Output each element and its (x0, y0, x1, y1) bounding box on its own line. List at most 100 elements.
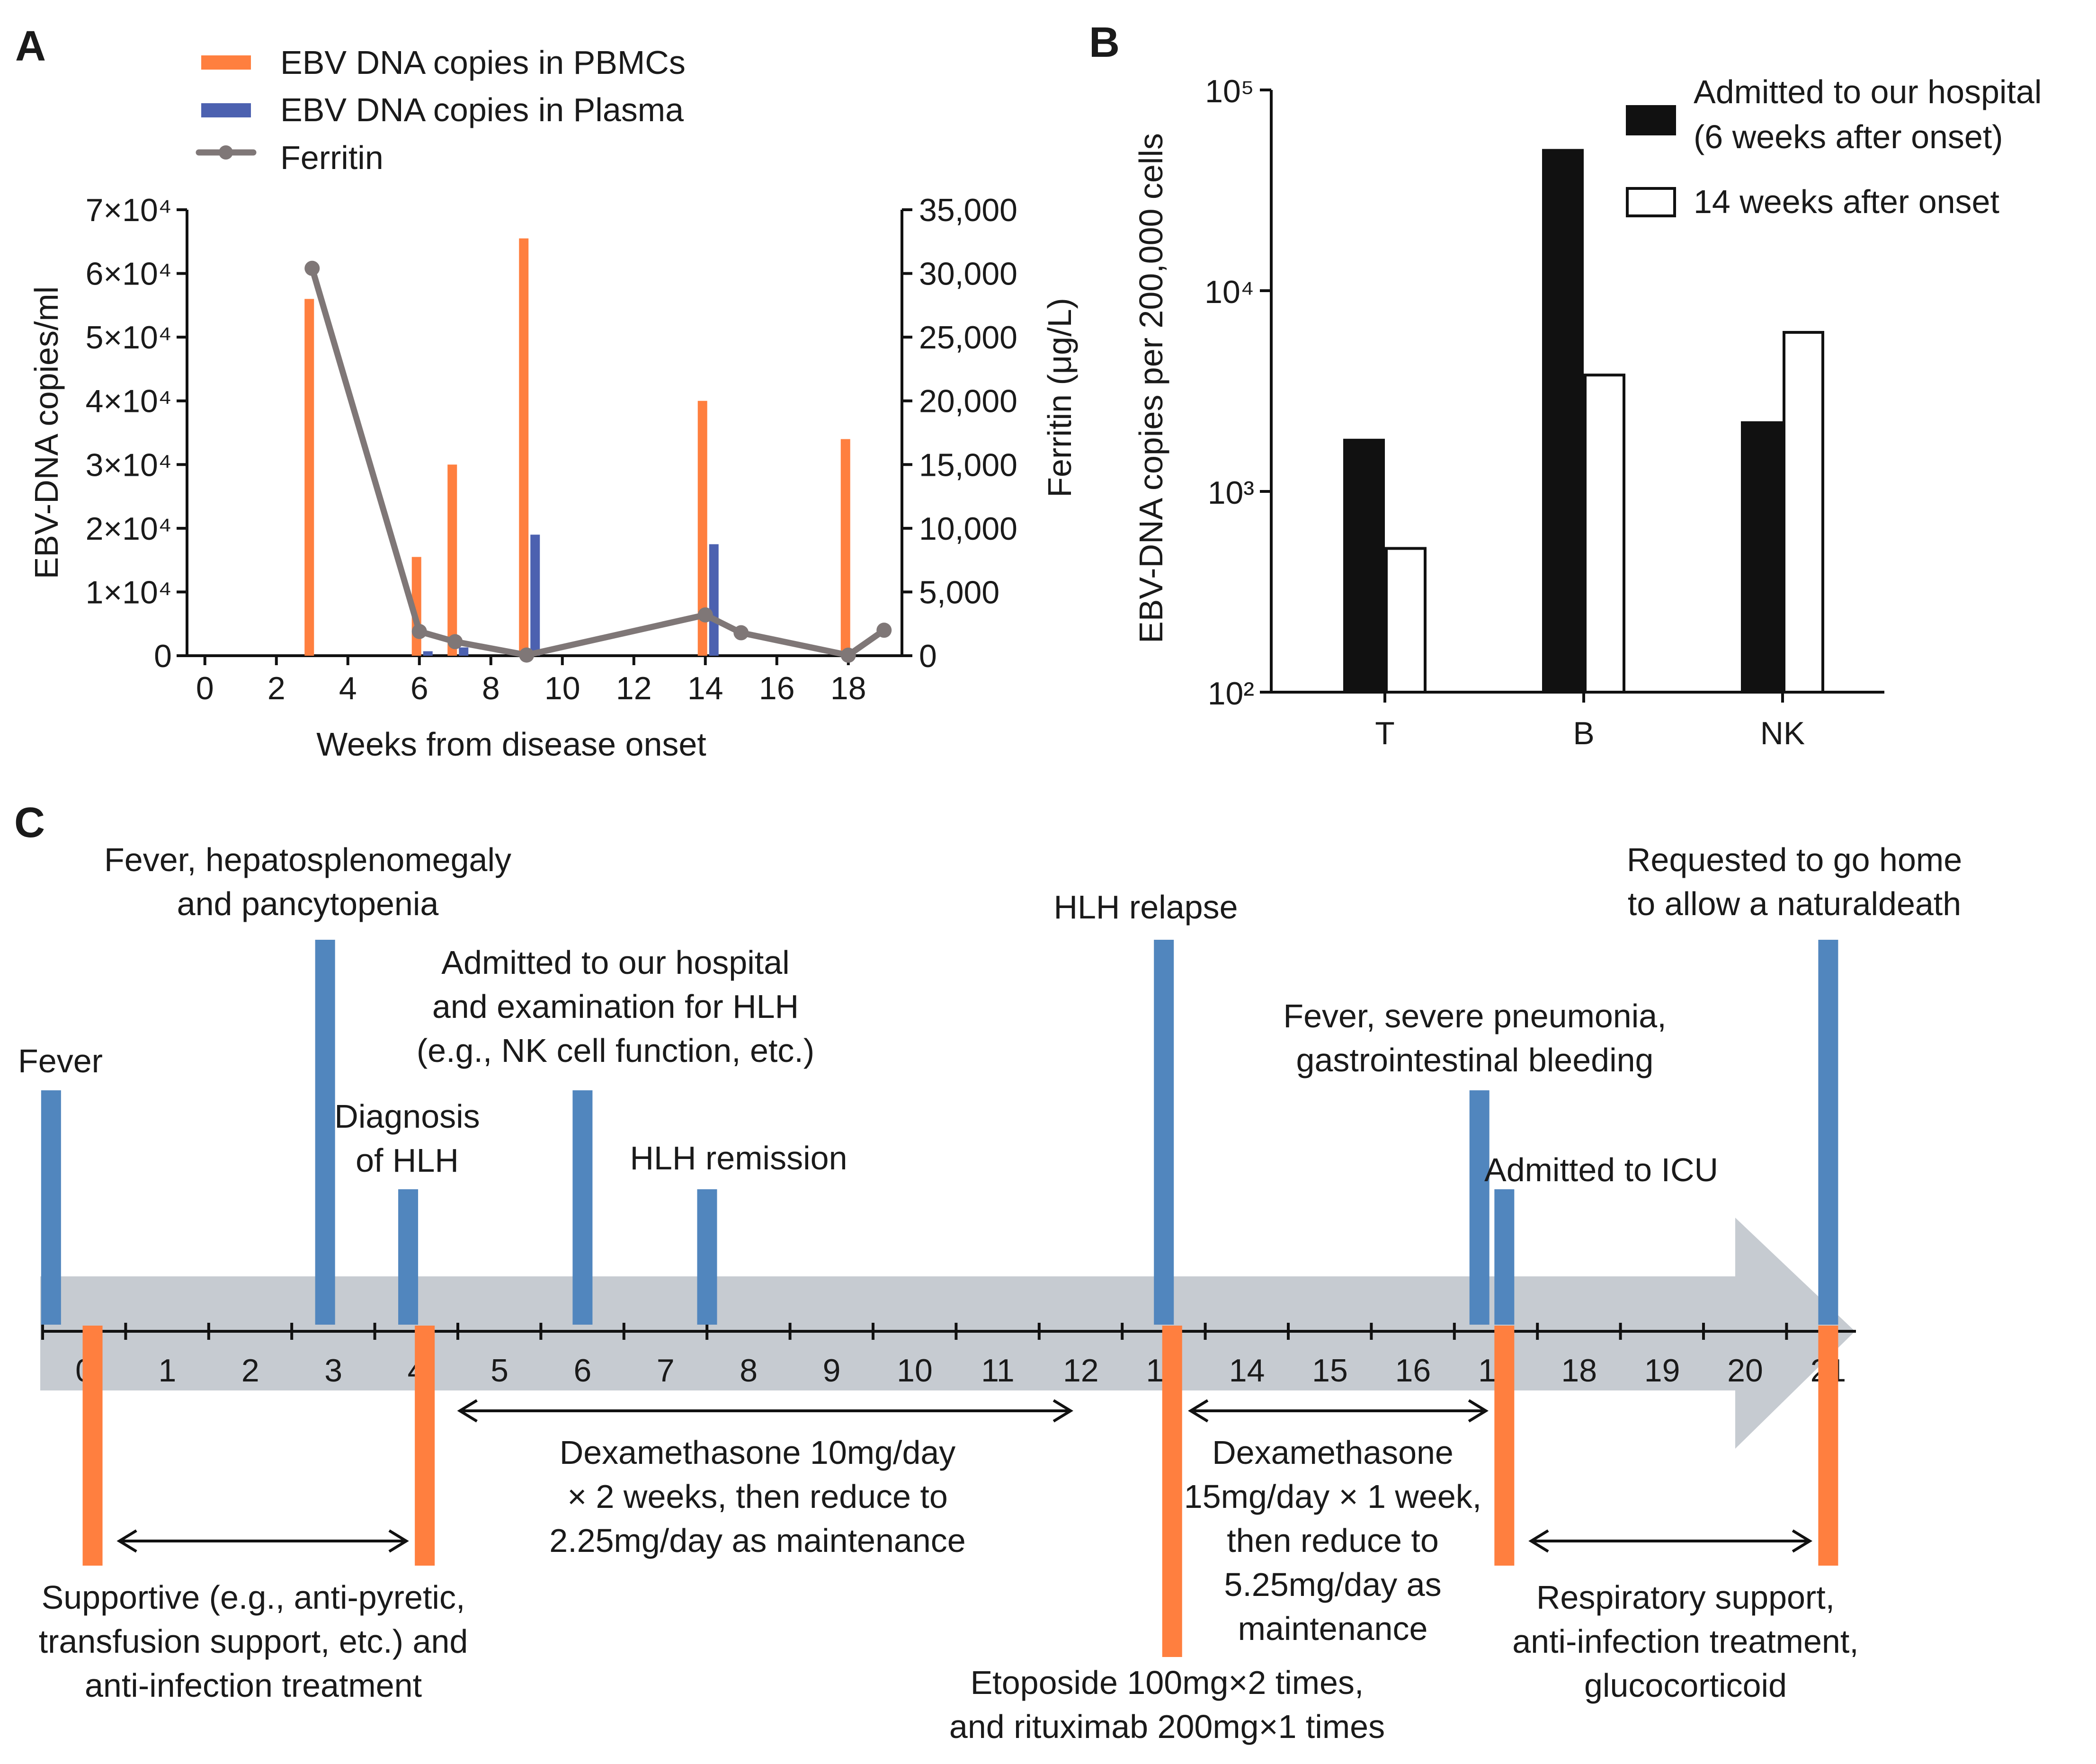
legend-label-ferritin: Ferritin (280, 139, 384, 176)
a-x-tick-label: 14 (687, 670, 723, 706)
a-x-axis-title: Weeks from disease onset (316, 726, 706, 763)
timeline-events: Fever Fever, hepatosplenomegaly and pancyt… (18, 841, 1962, 1325)
span-label: transfusion support, etc.) and (39, 1623, 468, 1660)
a-y2-tick-label: 20,000 (919, 383, 1017, 419)
a-x-tick-label: 8 (482, 670, 500, 706)
a-y-tick-label: 1×10⁴ (86, 574, 172, 610)
span-arrow-head (116, 1529, 137, 1553)
timeline-tick-label: 8 (740, 1353, 758, 1389)
ferritin-point (733, 625, 749, 641)
span-label: 15mg/day × 1 week, (1184, 1478, 1481, 1515)
plasma-bar (459, 647, 469, 656)
b-x-tick-label: T (1375, 715, 1395, 751)
b-y-tick-label: 10³ (1208, 475, 1254, 511)
timeline-tick-label: 12 (1063, 1353, 1099, 1389)
span-label: anti-infection treatment, (1512, 1623, 1858, 1660)
timeline-tick-label: 5 (491, 1353, 508, 1389)
a-y-tick-label: 3×10⁴ (86, 447, 172, 483)
plasma-bar (709, 544, 719, 656)
a-x-tick-label: 16 (759, 670, 795, 706)
event-bar (315, 940, 335, 1325)
span-label: 2.25mg/day as maintenance (549, 1522, 965, 1559)
timeline-tick-label: 19 (1644, 1353, 1680, 1389)
span-arrow-head (1188, 1399, 1209, 1423)
event-label: Diagnosis (334, 1098, 480, 1135)
a-y-tick-label: 7×10⁴ (86, 192, 172, 228)
panel-c: C 0123456789101112131415161718192021 Fev… (14, 799, 1962, 1745)
event-bar (41, 1090, 61, 1325)
ferritin-point (840, 647, 856, 663)
b-x-tick-label: NK (1760, 715, 1805, 751)
timeline-tick-label: 6 (573, 1353, 591, 1389)
a-y2-tick-label: 5,000 (919, 574, 999, 610)
b-y-axis-title: EBV-DNA copies per 200,000 cells (1133, 133, 1169, 643)
event-bar (572, 1090, 593, 1325)
b-bar-admitted (1343, 438, 1385, 694)
plasma-bar (423, 651, 433, 656)
event-bar (1154, 940, 1174, 1325)
event-label: (e.g., NK cell function, etc.) (417, 1032, 814, 1069)
legend-swatch-plasma (201, 103, 251, 117)
event-label: gastrointestinal bleeding (1296, 1042, 1654, 1078)
event-label: Fever (18, 1042, 103, 1079)
note-label: and rituximab 200mg×1 times (949, 1708, 1385, 1745)
b-legend-swatch-14weeks (1626, 187, 1676, 217)
a-x-tick-label: 2 (268, 670, 285, 706)
timeline-tick-label: 1 (158, 1353, 176, 1389)
b-legend-swatch-admitted (1626, 105, 1676, 135)
panel-b: B Admitted to our hospital (6 weeks afte… (1089, 19, 2042, 751)
span-label: Dexamethasone 10mg/day (560, 1434, 956, 1471)
timeline-treatments (82, 1326, 1838, 1657)
ferritin-point (304, 260, 320, 276)
span-arrow-head (1468, 1399, 1489, 1423)
event-label: and examination for HLH (432, 988, 799, 1025)
a-y2-tick-label: 10,000 (919, 511, 1017, 547)
treatment-bar (1494, 1326, 1515, 1566)
ferritin-point (697, 607, 713, 623)
panel-a-letter: A (15, 23, 46, 70)
pbmc-bar (840, 439, 850, 656)
span-arrow-head (388, 1529, 409, 1553)
event-label: of HLH (356, 1142, 459, 1179)
legend-marker-ferritin (219, 145, 233, 160)
a-y2-tick-label: 35,000 (919, 192, 1017, 228)
span-arrow-head (1528, 1529, 1549, 1553)
event-label: Fever, severe pneumonia, (1283, 998, 1666, 1034)
pbmc-bar (519, 238, 529, 656)
b-bar-14weeks (1385, 547, 1427, 694)
pbmc-bar (447, 464, 457, 656)
b-bar-admitted (1741, 421, 1783, 694)
b-bar-14weeks (1584, 374, 1625, 694)
b-y-ticks: 10² 10³ 10⁴ 10⁵ (1204, 73, 1271, 712)
event-label: Admitted to our hospital (441, 944, 789, 981)
a-y2-tick-label: 30,000 (919, 256, 1017, 292)
a-y-tick-label: 6×10⁴ (86, 256, 172, 292)
ferritin-point (519, 647, 535, 663)
a-y-tick-label: 0 (154, 638, 172, 674)
b-bar-admitted (1542, 149, 1584, 694)
timeline-tick-label: 9 (823, 1353, 841, 1389)
b-y-tick-label: 10² (1208, 676, 1254, 712)
span-label: Dexamethasone (1212, 1434, 1454, 1471)
a-x-tick-label: 4 (339, 670, 357, 706)
a-y2-tick-label: 15,000 (919, 447, 1017, 483)
a-y-tick-label: 5×10⁴ (86, 320, 172, 356)
legend-label-pbmc: EBV DNA copies in PBMCs (280, 44, 686, 81)
a-ferritin-line (304, 260, 892, 663)
a-y2-tick-label: 0 (919, 638, 937, 674)
b-y-tick-label: 10⁴ (1204, 274, 1254, 310)
event-bar (697, 1189, 717, 1325)
span-arrow-head (1052, 1399, 1074, 1423)
ferritin-point (411, 624, 427, 639)
legend-swatch-pbmc (201, 55, 251, 70)
span-label: Respiratory support, (1536, 1579, 1835, 1616)
event-label: Admitted to ICU (1484, 1151, 1718, 1188)
a-y-ticks: 0 1×10⁴ 2×10⁴ 3×10⁴ 4×10⁴ 5×10⁴ 6×10⁴ 7×10⁴ (86, 192, 187, 674)
event-label: and pancytopenia (177, 885, 439, 922)
b-y-tick-label: 10⁵ (1205, 73, 1254, 109)
timeline-tick-label: 2 (241, 1353, 259, 1389)
event-bar (1469, 1090, 1489, 1325)
a-y-tick-label: 4×10⁴ (86, 383, 172, 419)
span-label: glucocorticoid (1584, 1667, 1787, 1704)
